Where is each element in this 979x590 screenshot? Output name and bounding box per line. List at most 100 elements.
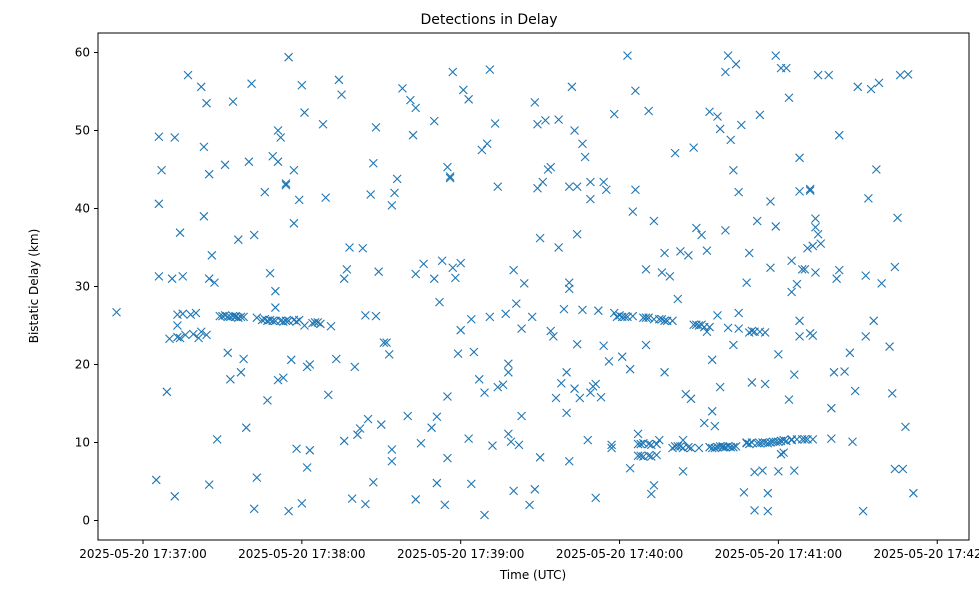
data-point <box>437 256 447 266</box>
data-point <box>668 316 677 326</box>
data-point <box>273 375 283 385</box>
data-point <box>808 241 818 251</box>
data-point <box>263 395 272 405</box>
data-point <box>723 51 733 61</box>
data-point <box>384 349 394 359</box>
data-point <box>747 378 757 387</box>
y-tick-label: 20 <box>75 358 90 372</box>
data-point <box>699 418 709 428</box>
data-point <box>202 330 211 340</box>
data-point <box>660 367 669 377</box>
data-point <box>260 187 270 197</box>
data-point <box>196 82 206 92</box>
data-point <box>374 267 384 277</box>
data-point <box>453 349 463 358</box>
data-point <box>485 312 495 322</box>
data-point <box>162 387 172 397</box>
data-point <box>419 259 429 269</box>
data-point <box>715 382 725 392</box>
data-point <box>723 323 733 333</box>
data-point <box>517 324 526 334</box>
data-point <box>713 112 722 121</box>
data-point <box>702 327 712 337</box>
data-point <box>297 498 307 508</box>
data-point <box>175 333 185 343</box>
data-point <box>721 225 730 235</box>
data-point <box>498 380 508 390</box>
y-tick-label: 40 <box>75 202 90 216</box>
data-point <box>371 122 381 132</box>
data-point <box>191 308 201 318</box>
data-point <box>848 437 857 447</box>
data-point <box>347 494 357 504</box>
data-point <box>247 79 256 89</box>
data-point <box>652 450 661 460</box>
data-point <box>580 152 590 162</box>
data-point <box>763 438 773 448</box>
data-point <box>628 311 638 321</box>
data-point <box>575 393 585 403</box>
data-point <box>890 464 900 474</box>
data-point <box>599 177 609 187</box>
data-point <box>660 248 669 258</box>
data-point <box>570 126 579 135</box>
data-point <box>554 243 564 252</box>
data-point <box>244 157 254 167</box>
y-tick-label: 0 <box>82 514 90 528</box>
data-point <box>813 229 823 239</box>
data-point <box>464 434 474 443</box>
data-point <box>289 218 299 228</box>
data-point <box>861 271 871 280</box>
data-point <box>816 239 826 248</box>
data-point <box>625 463 635 473</box>
y-axis-label: Bistatic Delay (km) <box>27 229 41 344</box>
data-point <box>323 390 333 400</box>
data-point <box>154 271 164 281</box>
data-point <box>808 434 818 444</box>
data-point <box>676 442 685 451</box>
data-point <box>151 475 161 485</box>
data-point <box>466 479 476 489</box>
data-point <box>358 243 368 253</box>
data-point <box>787 287 797 297</box>
data-point <box>578 305 587 315</box>
data-point <box>427 423 436 433</box>
data-point <box>795 186 804 196</box>
data-point <box>660 316 669 326</box>
plot-frame <box>97 32 970 541</box>
data-point <box>668 443 677 453</box>
data-point <box>673 294 683 304</box>
data-point <box>710 421 720 431</box>
data-point <box>252 473 262 482</box>
data-point <box>173 332 182 342</box>
data-point <box>535 233 545 243</box>
data-point <box>339 274 349 284</box>
data-point <box>559 304 569 314</box>
y-tick-label: 60 <box>75 46 90 60</box>
data-point <box>591 379 601 389</box>
data-point <box>331 354 341 364</box>
data-point <box>739 488 749 497</box>
data-point <box>194 333 203 343</box>
data-point <box>795 153 804 163</box>
data-point <box>609 109 619 119</box>
data-point <box>429 274 439 284</box>
data-point <box>382 338 391 348</box>
data-point <box>112 307 121 317</box>
data-point <box>686 394 696 404</box>
data-point <box>811 214 820 224</box>
data-point <box>525 500 534 510</box>
x-tick-label: 2025-05-20 17:42:00 <box>874 547 979 561</box>
data-point <box>228 311 238 321</box>
data-point <box>445 173 455 183</box>
data-point <box>834 130 844 140</box>
chart-title: Detections in Delay <box>420 12 557 28</box>
data-point <box>186 310 196 319</box>
data-point <box>758 466 767 475</box>
data-point <box>339 436 349 446</box>
data-point <box>673 442 683 451</box>
data-point <box>451 273 460 283</box>
data-point <box>811 222 820 232</box>
data-point <box>607 440 616 450</box>
data-point <box>570 384 579 394</box>
